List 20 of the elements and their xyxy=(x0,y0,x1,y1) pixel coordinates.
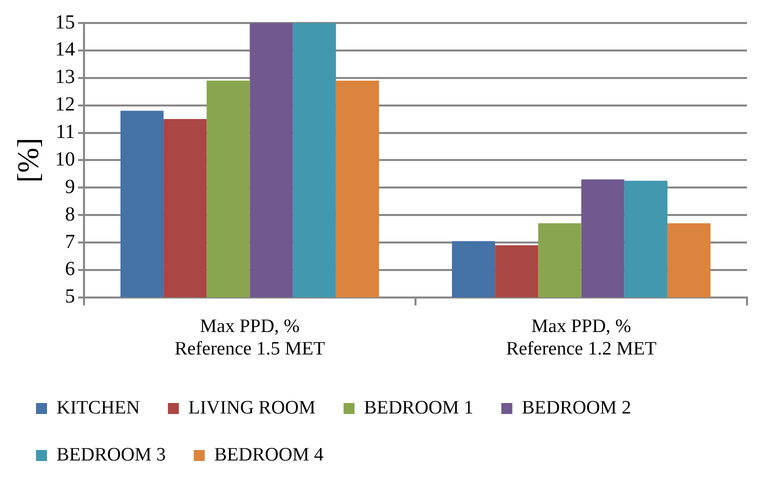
y-tick-label: 9 xyxy=(65,176,75,198)
legend-label: BEDROOM 4 xyxy=(214,444,324,466)
y-tick-label: 14 xyxy=(55,38,75,61)
y-tick-label: 8 xyxy=(65,203,75,226)
y-tick-label: 13 xyxy=(55,66,75,88)
y-tick-label: 6 xyxy=(65,258,75,280)
legend-label: BEDROOM 1 xyxy=(364,397,474,418)
x-tick-label: Max PPD, % Reference 1.5 MET xyxy=(174,316,326,360)
y-tick-label: 15 xyxy=(55,11,75,34)
legend-label: BEDROOM 2 xyxy=(522,397,632,418)
y-tick-label: 11 xyxy=(56,121,75,144)
legend-label: KITCHEN xyxy=(56,397,140,418)
y-tick-label: 10 xyxy=(55,148,75,170)
legend-label: BEDROOM 3 xyxy=(56,444,166,466)
y-axis-title: [%] xyxy=(12,138,45,183)
y-tick-label: 5 xyxy=(65,286,75,308)
y-tick-label: 12 xyxy=(55,94,75,116)
x-tick-label: Max PPD, % Reference 1.2 MET xyxy=(506,316,657,360)
y-tick-label: 7 xyxy=(65,230,75,253)
legend-label: LIVING ROOM xyxy=(188,397,316,418)
